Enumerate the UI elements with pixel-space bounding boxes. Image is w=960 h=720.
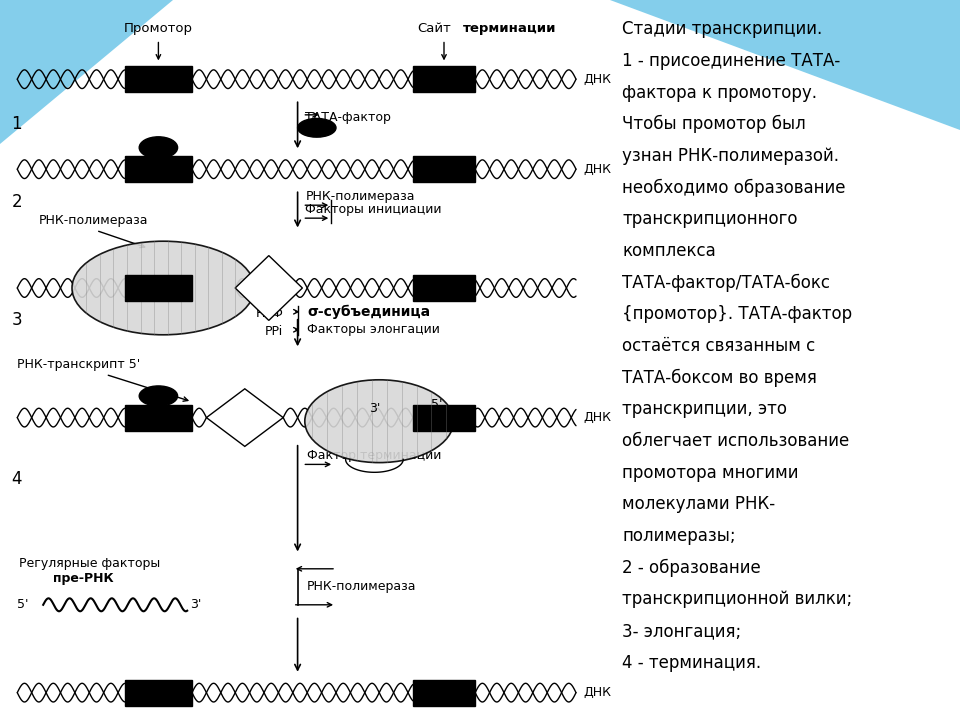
Text: РНК-полимераза: РНК-полимераза xyxy=(38,214,148,227)
FancyBboxPatch shape xyxy=(125,405,192,431)
Ellipse shape xyxy=(139,386,178,406)
Text: ДНК: ДНК xyxy=(584,73,612,86)
Text: полимеразы;: полимеразы; xyxy=(622,527,735,545)
Text: ТАТА-фактор/ТАТА-бокс: ТАТА-фактор/ТАТА-бокс xyxy=(622,274,830,292)
FancyBboxPatch shape xyxy=(125,680,192,706)
Text: ТАТА-фактор: ТАТА-фактор xyxy=(305,110,391,124)
Text: узнан РНК-полимеразой.: узнан РНК-полимеразой. xyxy=(622,147,839,165)
Text: Регулярные факторы: Регулярные факторы xyxy=(19,557,160,570)
Text: 1: 1 xyxy=(12,115,22,133)
Polygon shape xyxy=(0,0,173,144)
Text: 4 - терминация.: 4 - терминация. xyxy=(622,654,761,672)
Text: 3- элонгация;: 3- элонгация; xyxy=(622,622,741,640)
Text: {промотор}. ТАТА-фактор: {промотор}. ТАТА-фактор xyxy=(622,305,852,323)
Polygon shape xyxy=(610,0,960,130)
Text: 5': 5' xyxy=(431,398,443,411)
FancyBboxPatch shape xyxy=(413,66,475,92)
FancyBboxPatch shape xyxy=(125,66,192,92)
Polygon shape xyxy=(235,256,302,320)
Text: молекулами РНК-: молекулами РНК- xyxy=(622,495,776,513)
Text: остаётся связанным с: остаётся связанным с xyxy=(622,337,815,355)
Text: 4: 4 xyxy=(12,470,22,488)
Text: транскрипции, это: транскрипции, это xyxy=(622,400,787,418)
FancyBboxPatch shape xyxy=(125,156,192,182)
Text: σ-субъединица: σ-субъединица xyxy=(307,305,430,319)
Text: комплекса: комплекса xyxy=(622,242,716,260)
Text: Чтобы промотор был: Чтобы промотор был xyxy=(622,115,805,133)
Text: терминации: терминации xyxy=(463,22,556,35)
Text: 3': 3' xyxy=(369,402,380,415)
Text: пре-РНК: пре-РНК xyxy=(53,572,113,585)
Text: 5': 5' xyxy=(17,598,29,611)
Text: необходимо образование: необходимо образование xyxy=(622,179,846,197)
Text: ДНК: ДНК xyxy=(584,411,612,424)
Text: Стадии транскрипции.: Стадии транскрипции. xyxy=(622,20,823,38)
Ellipse shape xyxy=(305,380,454,462)
Text: РНК-транскрипт 5': РНК-транскрипт 5' xyxy=(17,358,140,371)
Text: транскрипционного: транскрипционного xyxy=(622,210,798,228)
FancyBboxPatch shape xyxy=(413,680,475,706)
Text: ДНК: ДНК xyxy=(584,163,612,176)
Text: фактора к промотору.: фактора к промотору. xyxy=(622,84,817,102)
Ellipse shape xyxy=(139,137,178,158)
FancyBboxPatch shape xyxy=(413,156,475,182)
Text: РНК-полимераза: РНК-полимераза xyxy=(305,190,415,203)
Polygon shape xyxy=(206,389,283,446)
Ellipse shape xyxy=(72,241,254,335)
Text: Промотор: Промотор xyxy=(124,22,193,35)
FancyBboxPatch shape xyxy=(413,275,475,301)
FancyBboxPatch shape xyxy=(413,405,475,431)
Text: 2 - образование: 2 - образование xyxy=(622,559,761,577)
Text: Фактор терминации: Фактор терминации xyxy=(307,449,442,462)
FancyBboxPatch shape xyxy=(125,275,192,301)
Text: 1 - присоединение ТАТА-: 1 - присоединение ТАТА- xyxy=(622,52,840,70)
Text: ДНК: ДНК xyxy=(584,686,612,699)
Text: 2: 2 xyxy=(12,192,22,210)
Text: транскрипционной вилки;: транскрипционной вилки; xyxy=(622,590,852,608)
Text: ТАТА-боксом во время: ТАТА-боксом во время xyxy=(622,369,817,387)
Text: облегчает использование: облегчает использование xyxy=(622,432,850,450)
Text: промотора многими: промотора многими xyxy=(622,464,799,482)
Text: Сайт: Сайт xyxy=(418,22,451,35)
Text: РНК-полимераза: РНК-полимераза xyxy=(307,580,417,593)
Ellipse shape xyxy=(298,118,336,137)
Text: Факторы элонгации: Факторы элонгации xyxy=(307,323,440,336)
Text: 3': 3' xyxy=(190,598,202,611)
Text: НТФ: НТФ xyxy=(255,307,283,320)
Text: 3: 3 xyxy=(12,311,22,329)
Text: Факторы инициации: Факторы инициации xyxy=(305,203,442,216)
Text: PPi: PPi xyxy=(265,325,283,338)
